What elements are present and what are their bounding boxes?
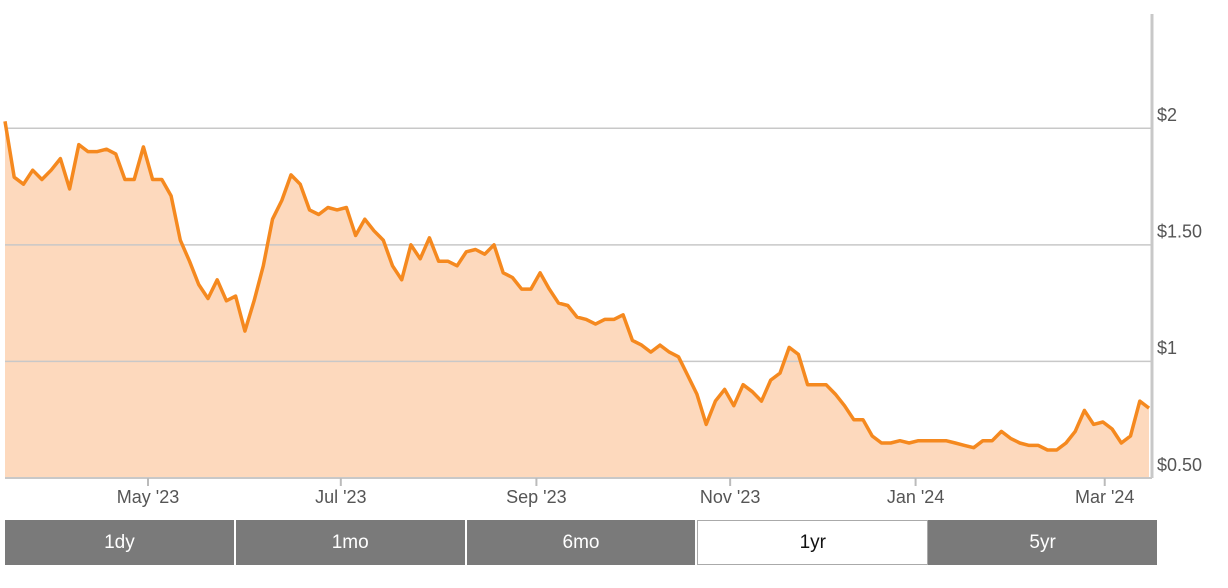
- range-button[interactable]: 5yr: [928, 520, 1157, 565]
- range-button[interactable]: 6mo: [466, 520, 698, 565]
- range-buttons: 1dy 1mo 6mo 1yr 5yr: [5, 520, 1157, 565]
- price-line: [3, 121, 1151, 452]
- y-tick-label: $0.50: [1157, 455, 1202, 475]
- area-fill: [5, 121, 1149, 479]
- x-tick-label: Sep '23: [506, 487, 567, 507]
- y-tick-label: $2: [1157, 105, 1177, 125]
- chart: $0.50 $1 $1.50 $2 May '23 Jul '23 Sep '23 Nov '…: [3, 14, 1202, 507]
- y-tick-label: $1.50: [1157, 222, 1202, 242]
- x-tick-label: Mar '24: [1075, 487, 1134, 507]
- x-tick-label: Nov '23: [700, 487, 760, 507]
- range-button[interactable]: 1dy: [5, 520, 236, 565]
- range-button[interactable]: 1mo: [235, 520, 467, 565]
- range-button[interactable]: 1yr: [697, 520, 929, 565]
- x-tick-label: Jul '23: [315, 487, 366, 507]
- y-tick-label: $1: [1157, 338, 1177, 358]
- x-tick-label: May '23: [117, 487, 179, 507]
- x-tick-label: Jan '24: [887, 487, 944, 507]
